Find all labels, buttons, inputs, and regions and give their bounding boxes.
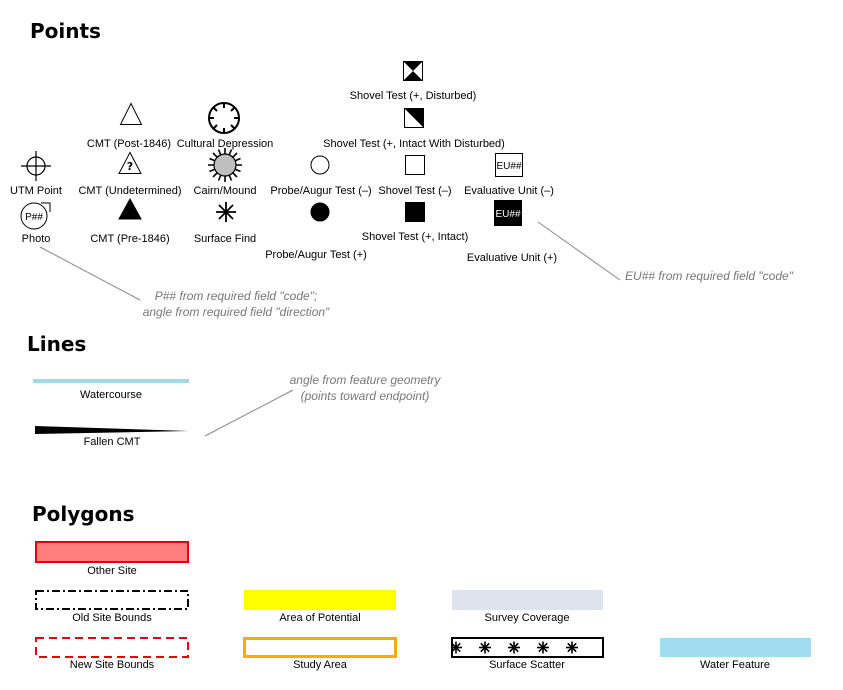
survey-coverage-label: Survey Coverage xyxy=(484,612,570,624)
evaluative-unit-negative-icon: EU## xyxy=(495,153,523,177)
evaluative-unit-positive-label: Evaluative Unit (+) xyxy=(466,252,558,264)
eu-note: EU## from required field "code" xyxy=(625,269,793,283)
new-site-bounds-label: New Site Bounds xyxy=(69,659,155,671)
new-site-bounds-swatch xyxy=(35,637,189,658)
eu-note-leader xyxy=(537,221,621,281)
lines-note-line2: (points toward endpoint) xyxy=(300,389,430,403)
cmt-post-1846-label: CMT (Post-1846) xyxy=(86,138,172,150)
other-site-swatch xyxy=(35,541,189,563)
study-area-label: Study Area xyxy=(293,659,347,671)
polygons-heading: Polygons xyxy=(32,502,135,526)
survey-coverage-swatch xyxy=(452,590,603,610)
cmt-post-1846-icon xyxy=(119,102,143,125)
points-heading: Points xyxy=(30,19,101,43)
photo-label: Photo xyxy=(21,233,51,245)
cmt-undetermined-glyph: ? xyxy=(127,160,133,173)
shovel-test-intact-disturbed-label: Shovel Test (+, Intact With Disturbed) xyxy=(323,138,505,150)
probe-augur-negative-label: Probe/Augur Test (–) xyxy=(270,185,372,197)
lines-note-line1: angle from feature geometry xyxy=(289,373,441,387)
cultural-depression-label: Cultural Depression xyxy=(176,138,274,150)
probe-augur-positive-icon xyxy=(310,202,330,222)
evaluative-unit-positive-icon: EU## xyxy=(494,200,522,226)
cultural-depression-icon xyxy=(208,102,240,134)
old-site-bounds-swatch xyxy=(35,590,189,610)
lines-note: angle from feature geometry (points towa… xyxy=(290,372,441,404)
photo-note-line1: P## from required field "code"; xyxy=(154,289,318,303)
surface-find-icon xyxy=(216,202,236,222)
old-site-bounds-label: Old Site Bounds xyxy=(72,612,152,624)
surface-find-label: Surface Find xyxy=(193,233,257,245)
utm-point-label: UTM Point xyxy=(10,185,62,197)
cmt-pre-1846-label: CMT (Pre-1846) xyxy=(90,233,170,245)
study-area-swatch xyxy=(243,637,397,658)
photo-note-leader xyxy=(39,246,141,301)
other-site-label: Other Site xyxy=(87,565,137,577)
cmt-pre-1846-icon xyxy=(118,197,142,220)
water-feature-swatch xyxy=(660,638,811,657)
fallen-cmt-line xyxy=(35,426,189,434)
cairn-mound-icon xyxy=(208,148,242,182)
shovel-test-negative-icon xyxy=(405,155,425,175)
surface-scatter-swatch xyxy=(451,637,604,658)
evaluative-unit-negative-label: Evaluative Unit (–) xyxy=(464,185,554,197)
eu-positive-code: EU## xyxy=(495,209,520,220)
photo-note: P## from required field "code"; angle fr… xyxy=(143,288,330,320)
photo-icon: P## xyxy=(20,202,51,230)
water-feature-label: Water Feature xyxy=(700,659,770,671)
lines-note-leader xyxy=(204,389,294,437)
photo-note-line2: angle from required field "direction" xyxy=(142,305,330,319)
shovel-test-negative-label: Shovel Test (–) xyxy=(378,185,452,197)
shovel-test-disturbed-icon xyxy=(403,61,423,81)
shovel-test-intact-label: Shovel Test (+, Intact) xyxy=(361,231,469,243)
surface-scatter-label: Surface Scatter xyxy=(489,659,565,671)
watercourse-label: Watercourse xyxy=(80,389,142,401)
probe-augur-positive-label: Probe/Augur Test (+) xyxy=(265,249,367,261)
utm-point-icon xyxy=(21,151,51,181)
fallen-cmt-label: Fallen CMT xyxy=(83,436,141,448)
cmt-undetermined-label: CMT (Undetermined) xyxy=(78,185,182,197)
area-of-potential-swatch xyxy=(244,590,396,610)
eu-negative-code: EU## xyxy=(496,161,521,172)
shovel-test-intact-icon xyxy=(405,202,425,222)
probe-augur-negative-icon xyxy=(310,155,330,175)
cmt-undetermined-icon: ? xyxy=(118,151,142,174)
photo-code: P## xyxy=(25,212,43,223)
shovel-test-disturbed-label: Shovel Test (+, Disturbed) xyxy=(349,90,477,102)
shovel-test-intact-disturbed-icon xyxy=(404,108,424,128)
cairn-mound-label: Cairn/Mound xyxy=(193,185,257,197)
watercourse-line xyxy=(33,379,189,383)
lines-heading: Lines xyxy=(27,332,87,356)
area-of-potential-label: Area of Potential xyxy=(279,612,361,624)
